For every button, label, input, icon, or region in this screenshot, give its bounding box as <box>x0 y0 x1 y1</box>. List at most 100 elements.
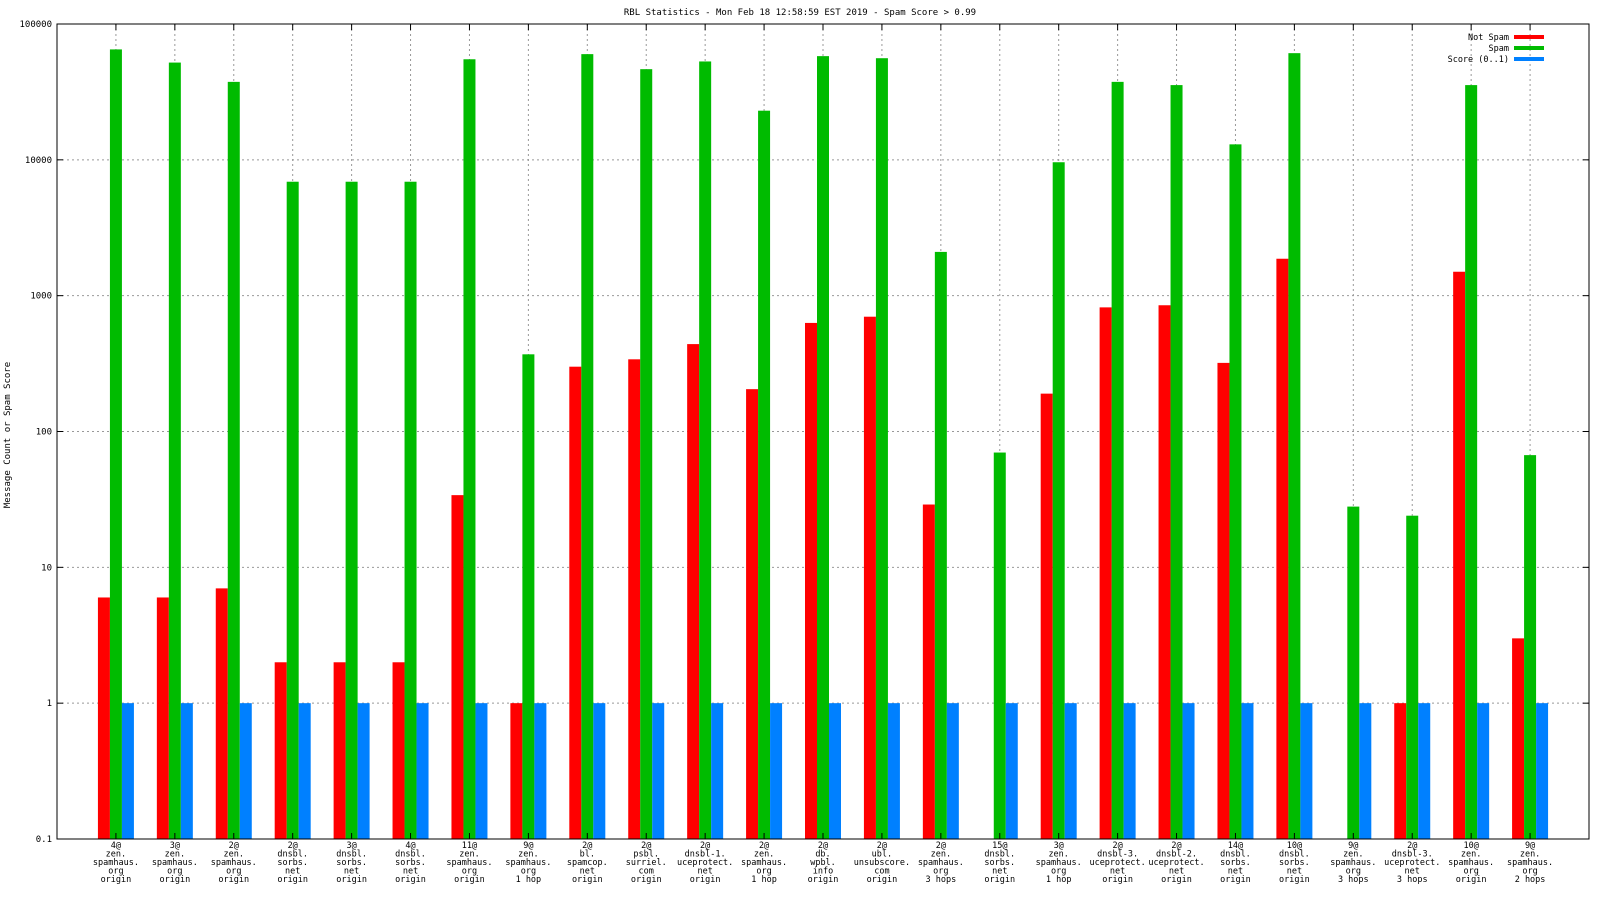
x-tick-label: 2@ zen. spamhaus. org 1 hop <box>741 841 787 885</box>
x-tick-label-line: wpbl. <box>810 858 836 868</box>
bar-spam <box>1288 53 1301 839</box>
bar-not-spam <box>805 322 817 839</box>
x-tick-label-line: 2@ <box>1112 841 1122 851</box>
x-tick-label: 9@ zen. spamhaus. org 3 hops <box>1330 841 1376 885</box>
bar-score-0-1 <box>711 703 724 839</box>
x-tick-label-line: zen. <box>165 850 185 860</box>
bar-score-0-1 <box>534 703 547 839</box>
x-tick-label-line: net <box>1405 867 1420 877</box>
x-tick-label: 2@ ubl. unsubscore. com origin <box>854 841 910 885</box>
x-tick-label-line: origin <box>336 875 367 885</box>
x-tick-label-line: spamhaus. <box>1330 858 1376 868</box>
x-tick-label: 2@ zen. spamhaus. org origin <box>211 841 257 885</box>
bar-score-0-1 <box>829 703 841 839</box>
bar-spam <box>581 54 594 839</box>
x-tick-label-line: 2@ <box>641 841 651 851</box>
bar-spam <box>286 181 299 839</box>
x-tick-label-line: org <box>108 867 123 877</box>
bar-not-spam <box>1453 271 1466 840</box>
x-tick-label-line: zen. <box>224 850 244 860</box>
x-tick-label-line: origin <box>984 875 1015 885</box>
bar-score-0-1 <box>121 703 134 839</box>
x-tick-label-line: dnsbl-1. <box>685 850 726 860</box>
x-tick-label-line: origin <box>1279 875 1310 885</box>
x-tick-label: 3@ zen. spamhaus. org 1 hop <box>1036 841 1082 885</box>
bar-not-spam <box>1040 393 1053 839</box>
bar-score-0-1 <box>1182 703 1195 839</box>
bar-spam <box>1524 455 1537 839</box>
x-tick-label: 2@ psbl. surriel. com origin <box>626 841 667 885</box>
bar-spam <box>345 181 358 839</box>
x-tick-label-line: 2@ <box>700 841 710 851</box>
plot-frame <box>56 23 1590 840</box>
x-tick-label-line: org <box>167 867 182 877</box>
bar-score-0-1 <box>770 703 783 839</box>
bar-spam <box>875 58 888 839</box>
bar-spam <box>1170 85 1183 839</box>
x-tick-label: 10@ dnsbl. sorbs. net origin <box>1279 841 1310 885</box>
x-tick-label-line: dnsbl. <box>1220 850 1251 860</box>
bar-spam <box>1347 506 1360 839</box>
bar-spam <box>404 181 417 839</box>
bar-score-0-1 <box>1064 703 1077 839</box>
x-tick-label-line: spamhaus. <box>152 858 198 868</box>
x-tick-label-line: dnsbl. <box>336 850 367 860</box>
x-tick-label: 3@ zen. spamhaus. org origin <box>152 841 198 885</box>
bar-not-spam <box>1217 362 1230 839</box>
bar-spam <box>1229 144 1242 840</box>
bar-not-spam <box>687 344 700 839</box>
x-tick-label-line: origin <box>1102 875 1133 885</box>
x-tick-label-line: 10@ <box>1463 841 1478 851</box>
bar-not-spam <box>333 662 346 839</box>
x-tick-label-line: spamhaus. <box>1507 858 1553 868</box>
x-tick-label-line: origin <box>1161 875 1192 885</box>
bar-not-spam <box>97 597 110 839</box>
x-tick-label-line: com <box>874 867 889 877</box>
x-tick-label-line: 3@ <box>346 841 356 851</box>
x-tick-label-line: origin <box>277 875 308 885</box>
bar-spam <box>168 62 181 839</box>
x-tick-label: 9@ zen. spamhaus. org 2 hops <box>1507 841 1553 885</box>
x-tick-label-line: net <box>1110 867 1125 877</box>
x-tick-label-line: spamhaus. <box>93 858 139 868</box>
y-tick-label: 100 <box>36 428 52 438</box>
x-tick-label-line: 1 hop <box>1046 875 1072 885</box>
y-axis-ticks: 0.1 1 10 100 1000 10000 100000 <box>19 20 1589 845</box>
x-tick-label-line: sorbs. <box>984 858 1015 868</box>
x-tick-label-line: dnsbl. <box>1279 850 1310 860</box>
x-tick-label-line: org <box>1346 867 1361 877</box>
bar-spam <box>227 81 240 839</box>
x-tick-label-line: net <box>344 867 359 877</box>
bar-spam <box>640 69 653 840</box>
x-tick-label-line: 2@ <box>229 841 239 851</box>
bar-score-0-1 <box>1418 703 1431 839</box>
bar-spam <box>522 354 535 839</box>
x-tick-label: 2@ dnsbl-3. uceprotect. net 3 hops <box>1384 841 1440 885</box>
legend-swatch <box>1514 46 1544 50</box>
x-tick-label-line: 9@ <box>1348 841 1358 851</box>
bar-not-spam <box>1158 305 1171 840</box>
x-tick-label-line: dnsbl-3. <box>1097 850 1138 860</box>
x-tick-label-line: dnsbl-2. <box>1156 850 1197 860</box>
legend-label: Not Spam <box>1468 33 1509 43</box>
x-tick-label-line: 3@ <box>1054 841 1064 851</box>
x-tick-label-line: spamhaus. <box>446 858 492 868</box>
x-tick-label: 2@ bl. spamcop. net origin <box>567 841 608 885</box>
x-tick-label-line: origin <box>572 875 603 885</box>
x-tick-label-line: org <box>1051 867 1066 877</box>
chart-title: RBL Statistics - Mon Feb 18 12:58:59 EST… <box>624 8 976 18</box>
x-tick-label-line: uceprotect. <box>1384 858 1440 868</box>
x-tick-label-line: spamhaus. <box>918 858 964 868</box>
x-tick-label: 9@ zen. spamhaus. org 1 hop <box>505 841 551 885</box>
x-tick-label-line: dnsbl. <box>395 850 426 860</box>
x-tick-label-line: 3 hops <box>1397 875 1428 885</box>
y-tick-label: 100000 <box>19 20 52 30</box>
bar-spam <box>817 56 829 840</box>
x-tick-label-line: 2@ <box>288 841 298 851</box>
x-tick-label: 2@ zen. spamhaus. org 3 hops <box>918 841 964 885</box>
x-tick-label: 2@ dnsbl-1. uceprotect. net origin <box>677 841 733 885</box>
x-tick-label: 2@ db. wpbl. info origin <box>808 841 839 885</box>
legend-swatch <box>1514 35 1544 39</box>
x-tick-label-line: sorbs. <box>277 858 308 868</box>
